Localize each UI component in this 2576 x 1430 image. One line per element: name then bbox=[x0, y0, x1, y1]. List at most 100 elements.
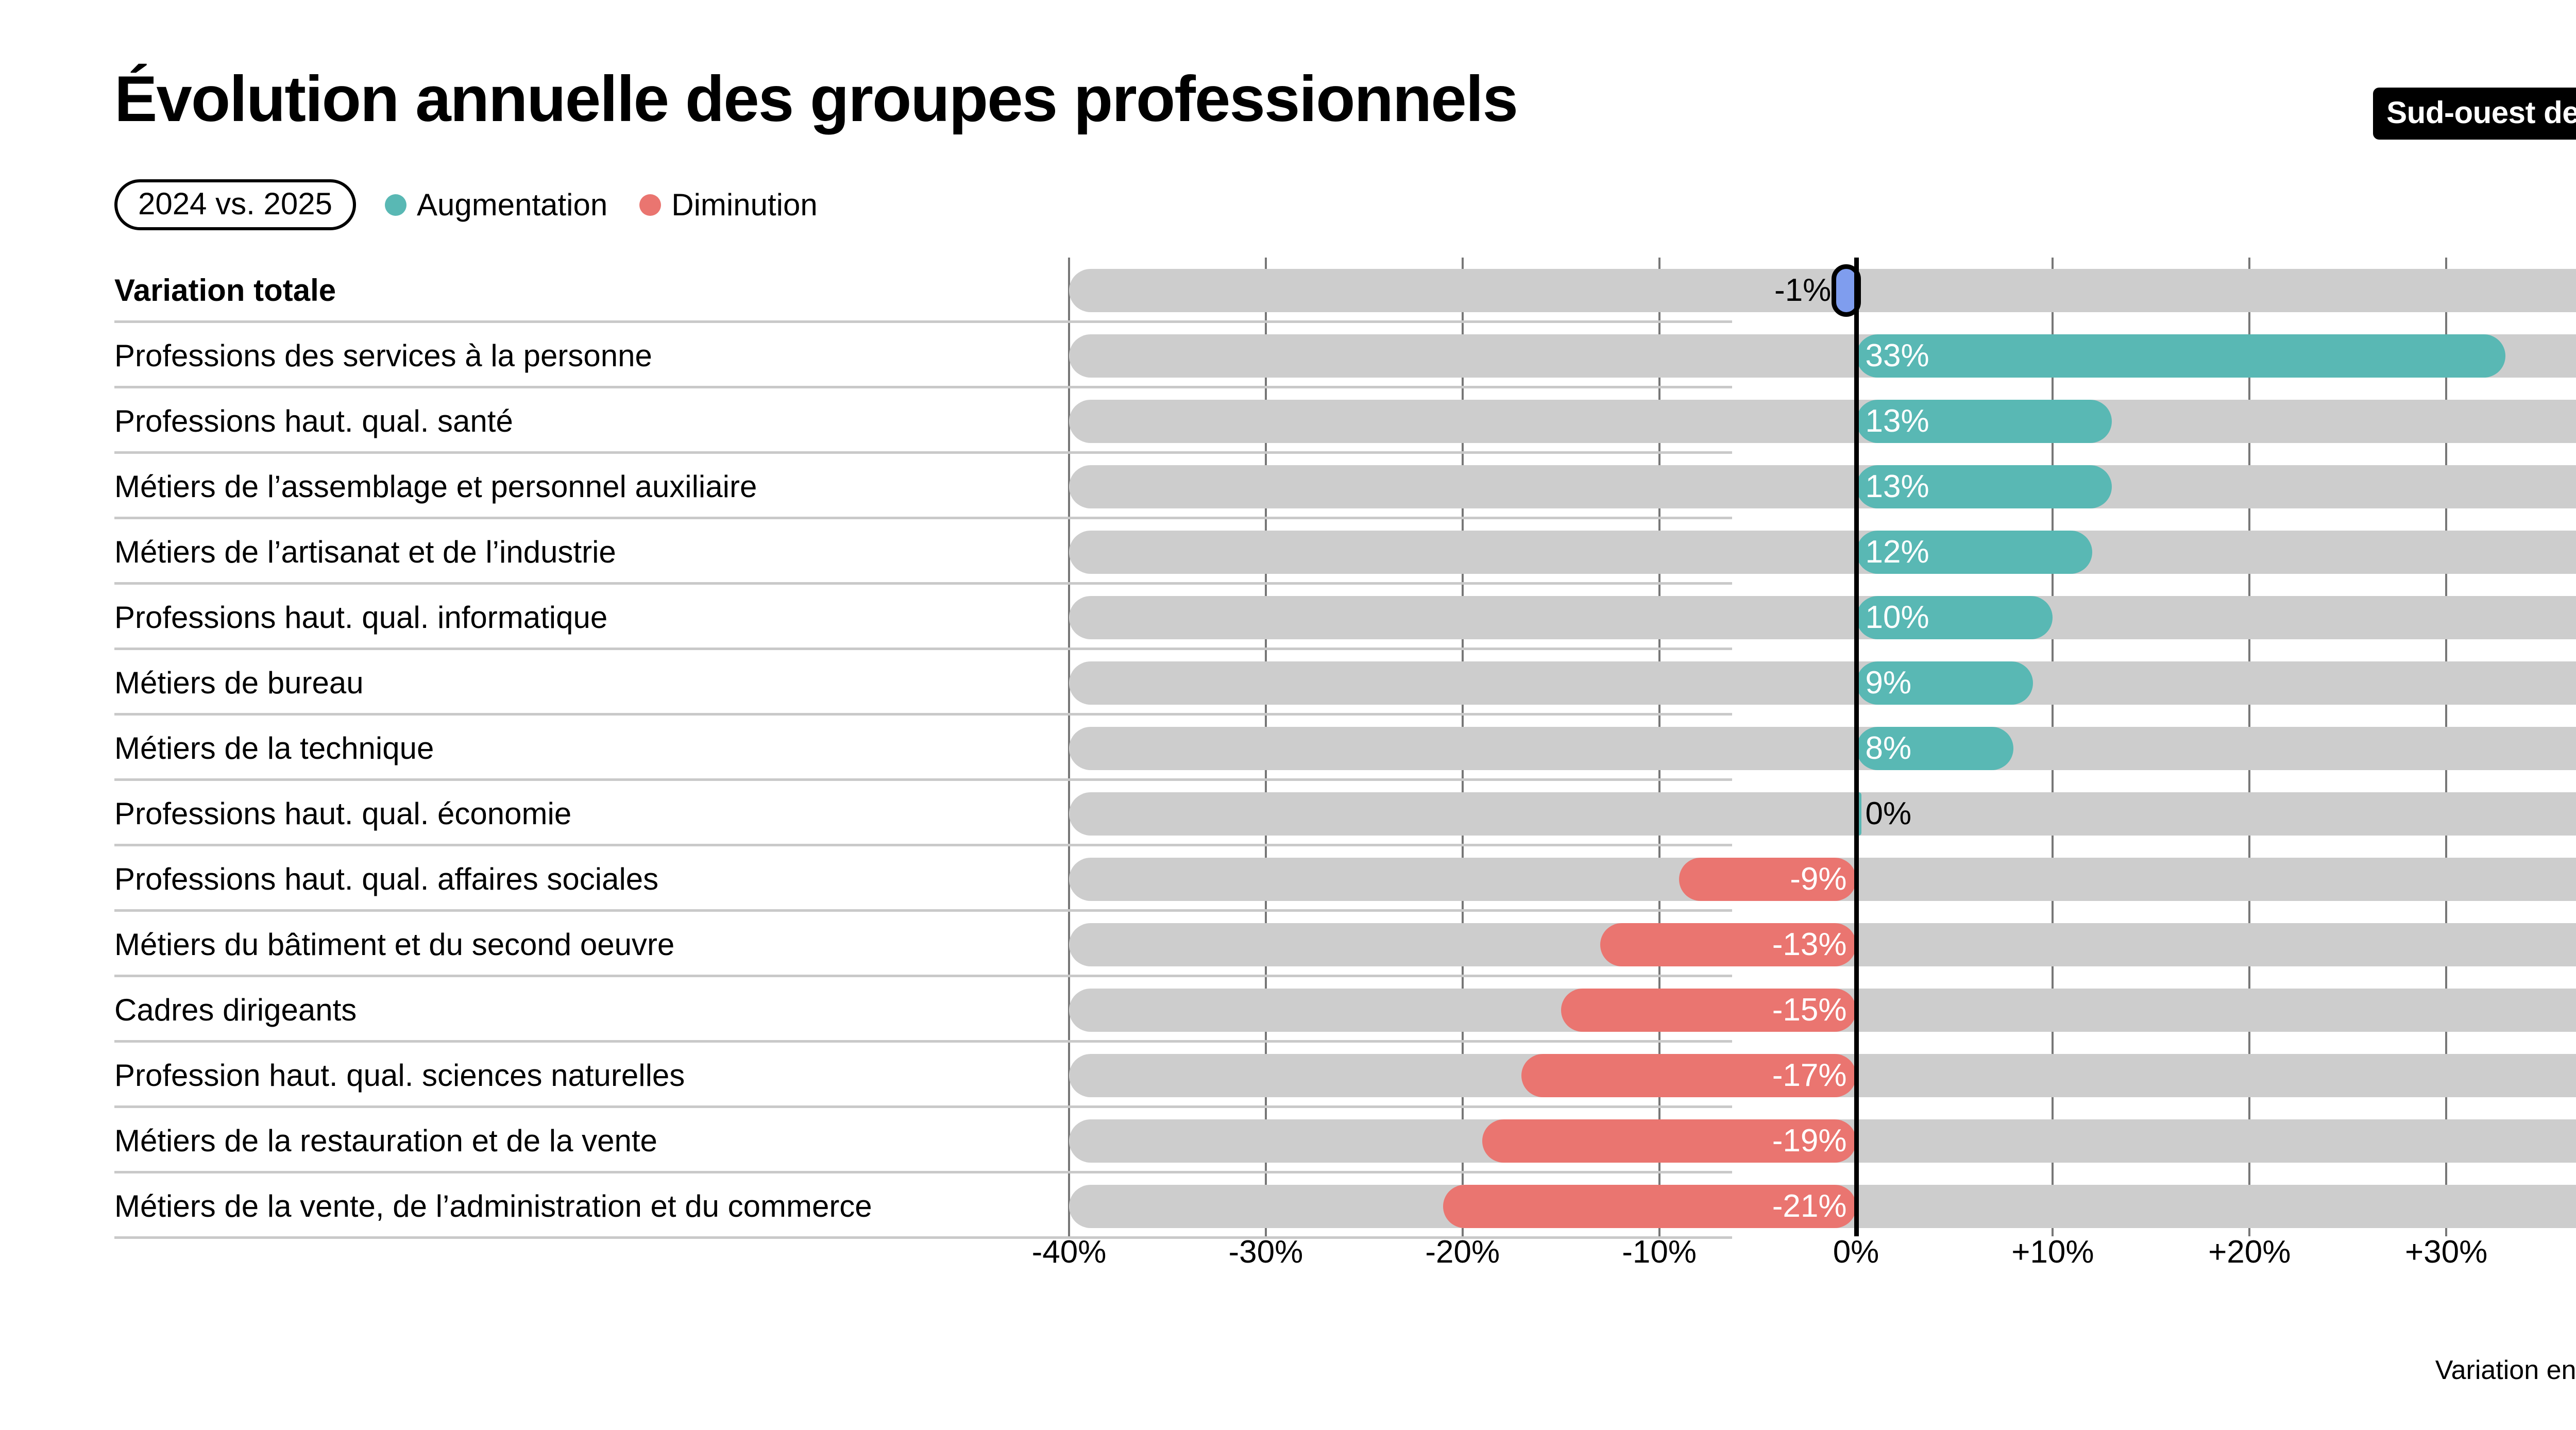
value-bar bbox=[1856, 595, 2053, 639]
legend-label: Augmentation bbox=[416, 188, 608, 222]
value-bar bbox=[1856, 726, 2013, 770]
x-tick-label: +10% bbox=[2011, 1234, 2094, 1270]
legend-dot-increase bbox=[384, 194, 406, 216]
bar-value-label: 10% bbox=[1865, 599, 1929, 635]
x-axis-caption: Variation en pourcentage bbox=[2435, 1355, 2576, 1385]
row-label: Métiers du bâtiment et du second oeuvre bbox=[114, 927, 675, 962]
value-bar bbox=[1856, 661, 2033, 705]
bar-value-label: -13% bbox=[1772, 926, 1847, 962]
row-separator bbox=[114, 1236, 1732, 1239]
value-bar bbox=[1521, 1053, 1856, 1097]
bar-value-label: 8% bbox=[1865, 730, 1912, 766]
chart-row: Métiers de l’artisanat et de l’industrie… bbox=[0, 519, 2576, 585]
row-separator bbox=[114, 713, 1732, 716]
value-bar bbox=[1856, 399, 2112, 443]
bar-value-label: -15% bbox=[1772, 992, 1847, 1028]
row-separator bbox=[114, 909, 1732, 912]
chart-row: Métiers de bureau 9% bbox=[0, 650, 2576, 716]
chart-row: Métiers de la vente, de l’administration… bbox=[0, 1173, 2576, 1239]
chart-rows: Variation totale -1% Professions des servi… bbox=[0, 258, 2576, 1239]
chart-body: Variation totale -1% Professions des servi… bbox=[0, 258, 2576, 1252]
x-tick-label: -40% bbox=[1031, 1234, 1107, 1270]
row-label: Métiers de l’artisanat et de l’industrie bbox=[114, 534, 616, 569]
bar-track bbox=[1069, 661, 2576, 705]
bar-track bbox=[1069, 465, 2576, 508]
x-tick-label: -20% bbox=[1425, 1234, 1500, 1270]
row-label: Métiers de bureau bbox=[114, 665, 364, 700]
x-axis: -40%-30%-20%-10%0%+10%+20%+30%+40% bbox=[1032, 1234, 2576, 1298]
row-label: Variation totale bbox=[114, 273, 336, 308]
value-bar bbox=[1600, 923, 1856, 966]
bar-value-label: -17% bbox=[1772, 1057, 1847, 1093]
chart-legend: Augmentation Diminution bbox=[384, 187, 818, 223]
row-separator bbox=[114, 844, 1732, 846]
row-separator bbox=[114, 648, 1732, 650]
bar-value-label: 13% bbox=[1865, 468, 1929, 504]
value-bar bbox=[1443, 1184, 1856, 1228]
chart-row: Professions des services à la personne 33… bbox=[0, 323, 2576, 388]
bar-value-label: -19% bbox=[1772, 1122, 1847, 1159]
bar-value-label: -21% bbox=[1772, 1188, 1847, 1224]
value-bar bbox=[1856, 792, 1861, 836]
x-tick-label: -30% bbox=[1228, 1234, 1303, 1270]
chart-row: Professions haut. qual. affaires sociale… bbox=[0, 846, 2576, 912]
bar-value-label: -9% bbox=[1790, 861, 1847, 897]
x-tick-label: +20% bbox=[2208, 1234, 2291, 1270]
chart-row: Professions haut. qual. économie 0% bbox=[0, 781, 2576, 846]
x-tick-label: 0% bbox=[1833, 1234, 1879, 1270]
chart-row: Métiers de la technique 8% bbox=[0, 716, 2576, 781]
row-separator bbox=[114, 582, 1732, 585]
row-separator bbox=[114, 975, 1732, 977]
region-badge: Sud-ouest de la Suisse bbox=[2373, 88, 2576, 140]
value-bar bbox=[1561, 988, 1856, 1032]
value-bar bbox=[1856, 465, 2112, 508]
row-label: Professions haut. qual. informatique bbox=[114, 600, 608, 635]
row-separator bbox=[114, 451, 1732, 454]
bar-track bbox=[1069, 726, 2576, 770]
row-separator bbox=[114, 1171, 1732, 1173]
chart-row: Professions haut. qual. santé 13% bbox=[0, 388, 2576, 454]
row-label: Métiers de l’assemblage et personnel aux… bbox=[114, 469, 757, 504]
chart-row: Métiers de l’assemblage et personnel aux… bbox=[0, 454, 2576, 519]
row-separator bbox=[114, 320, 1732, 323]
bar-track bbox=[1069, 268, 2576, 312]
value-bar bbox=[1679, 857, 1856, 901]
legend-dot-decrease bbox=[639, 194, 662, 216]
legend-label: Diminution bbox=[671, 188, 818, 222]
bar-track bbox=[1069, 792, 2576, 836]
chart-row: Métiers du bâtiment et du second oeuvre -… bbox=[0, 912, 2576, 977]
x-tick-label: -10% bbox=[1622, 1234, 1697, 1270]
bar-value-label: 33% bbox=[1865, 337, 1929, 373]
row-separator bbox=[114, 778, 1732, 781]
legend-item: Augmentation bbox=[384, 187, 608, 223]
period-pill: 2024 vs. 2025 bbox=[114, 179, 356, 230]
chart-row: Cadres dirigeants -15% bbox=[0, 977, 2576, 1043]
row-label: Professions haut. qual. affaires sociale… bbox=[114, 861, 659, 896]
bar-value-label: 12% bbox=[1865, 534, 1929, 570]
bar-track bbox=[1069, 530, 2576, 574]
subheader-bar: 2024 vs. 2025 Augmentation Diminution bbox=[114, 179, 818, 230]
value-bar bbox=[1832, 264, 1861, 317]
row-label: Métiers de la vente, de l’administration… bbox=[114, 1188, 872, 1223]
bar-value-label: 13% bbox=[1865, 403, 1929, 439]
row-separator bbox=[114, 1040, 1732, 1043]
row-label: Professions haut. qual. économie bbox=[114, 796, 572, 831]
x-tick-label: +30% bbox=[2404, 1234, 2488, 1270]
row-label: Professions haut. qual. santé bbox=[114, 403, 513, 438]
bar-value-label: 0% bbox=[1865, 795, 1912, 831]
chart-row: Profession haut. qual. sciences naturell… bbox=[0, 1043, 2576, 1108]
bar-track bbox=[1069, 595, 2576, 639]
row-separator bbox=[114, 517, 1732, 519]
chart-row: Variation totale -1% bbox=[0, 258, 2576, 323]
bar-value-label: 9% bbox=[1865, 665, 1912, 701]
row-separator bbox=[114, 1105, 1732, 1108]
row-label: Profession haut. qual. sciences naturell… bbox=[114, 1058, 685, 1093]
value-bar bbox=[1856, 334, 2505, 378]
bar-track bbox=[1069, 399, 2576, 443]
page-title: Évolution annuelle des groupes professio… bbox=[114, 63, 1518, 135]
row-label: Professions des services à la personne bbox=[114, 338, 652, 373]
bar-value-label: -1% bbox=[1774, 272, 1832, 308]
row-label: Métiers de la technique bbox=[114, 730, 434, 765]
value-bar bbox=[1482, 1119, 1856, 1163]
